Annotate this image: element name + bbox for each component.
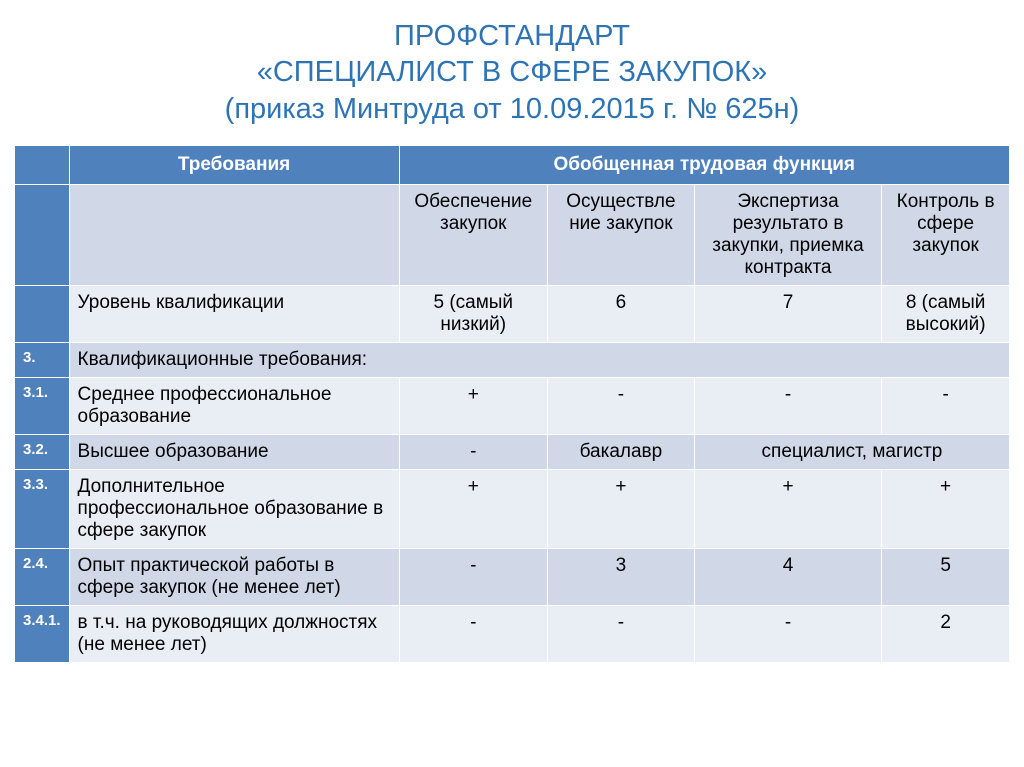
subheader-col2: Осуществле ние закупок	[547, 184, 694, 285]
table-row: 2.4. Опыт практической работы в сфере за…	[15, 548, 1010, 605]
row-val: 5 (самый низкий)	[399, 285, 547, 342]
row-val: +	[547, 469, 694, 548]
row-num: 3.4.1.	[15, 605, 70, 662]
table-row: 3.4.1. в т.ч. на руководящих должностях …	[15, 605, 1010, 662]
header-requirements: Требования	[69, 145, 399, 184]
table-row: 3.1. Среднее профессиональное образовани…	[15, 377, 1010, 434]
row-val: -	[882, 377, 1010, 434]
row-num: 3.1.	[15, 377, 70, 434]
row-num	[15, 285, 70, 342]
row-label: в т.ч. на руководящих должностях (не мен…	[69, 605, 399, 662]
subheader-col3: Экспертиза результато в закупки, приемка…	[694, 184, 881, 285]
table-row: 3. Квалификационные требования:	[15, 342, 1010, 377]
row-val: -	[547, 377, 694, 434]
row-val: +	[882, 469, 1010, 548]
row-val: -	[399, 548, 547, 605]
row-num: 3.	[15, 342, 70, 377]
table-row: 3.3. Дополнительное профессиональное обр…	[15, 469, 1010, 548]
title-line-2: «СПЕЦИАЛИСТ В СФЕРЕ ЗАКУПОК»	[257, 56, 768, 88]
title-line-3: (приказ Минтруда от 10.09.2015 г. № 625н…	[225, 93, 800, 125]
row-val: -	[399, 605, 547, 662]
row-label: Дополнительное профессиональное образова…	[69, 469, 399, 548]
row-val: -	[399, 434, 547, 469]
row-val: бакалавр	[547, 434, 694, 469]
row-label: Среднее профессиональное образование	[69, 377, 399, 434]
standards-table: Требования Обобщенная трудовая функция О…	[14, 145, 1010, 663]
row-num: 3.3.	[15, 469, 70, 548]
row-val: 7	[694, 285, 881, 342]
subheader-col1: Обеспечение закупок	[399, 184, 547, 285]
row-label: Опыт практической работы в сфере закупок…	[69, 548, 399, 605]
row-val: 6	[547, 285, 694, 342]
header-blank	[15, 145, 70, 184]
row-val: 5	[882, 548, 1010, 605]
subheader-blank-label	[69, 184, 399, 285]
row-val: +	[399, 377, 547, 434]
row-val: -	[694, 377, 881, 434]
row-val: 3	[547, 548, 694, 605]
row-val: 2	[882, 605, 1010, 662]
title-line-1: ПРОФСТАНДАРТ	[394, 20, 630, 52]
slide: ПРОФСТАНДАРТ «СПЕЦИАЛИСТ В СФЕРЕ ЗАКУПОК…	[0, 0, 1024, 767]
row-num: 3.2.	[15, 434, 70, 469]
table-row: 3.2. Высшее образование - бакалавр специ…	[15, 434, 1010, 469]
row-val: -	[694, 605, 881, 662]
row-val: +	[399, 469, 547, 548]
row-label: Высшее образование	[69, 434, 399, 469]
row-val: +	[694, 469, 881, 548]
row-val: -	[547, 605, 694, 662]
row-label: Уровень квалификации	[69, 285, 399, 342]
row-val: 4	[694, 548, 881, 605]
table-row: Уровень квалификации 5 (самый низкий) 6 …	[15, 285, 1010, 342]
subheader-blank-num	[15, 184, 70, 285]
row-num: 2.4.	[15, 548, 70, 605]
slide-title: ПРОФСТАНДАРТ «СПЕЦИАЛИСТ В СФЕРЕ ЗАКУПОК…	[14, 18, 1010, 127]
row-val-merged: специалист, магистр	[694, 434, 1009, 469]
row-label: Квалификационные требования:	[69, 342, 1009, 377]
header-functions: Обобщенная трудовая функция	[399, 145, 1009, 184]
subheader-col4: Контроль в сфере закупок	[882, 184, 1010, 285]
row-val: 8 (самый высокий)	[882, 285, 1010, 342]
